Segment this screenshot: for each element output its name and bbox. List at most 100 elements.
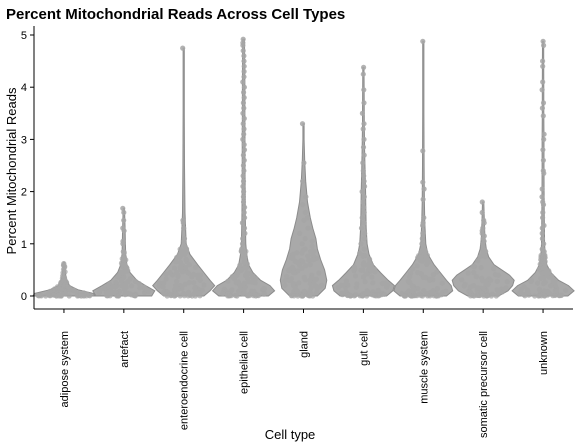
data-point bbox=[484, 293, 490, 299]
data-point bbox=[118, 269, 124, 276]
data-point bbox=[361, 100, 367, 106]
y-tick-label: 3 bbox=[21, 134, 27, 146]
data-point bbox=[410, 266, 416, 272]
data-point bbox=[63, 290, 69, 296]
data-point bbox=[240, 110, 246, 116]
data-point bbox=[414, 263, 420, 269]
data-point bbox=[240, 48, 246, 54]
data-point bbox=[51, 292, 57, 298]
data-point bbox=[236, 288, 242, 294]
data-point bbox=[362, 230, 368, 236]
data-point bbox=[475, 285, 481, 291]
data-point bbox=[480, 251, 486, 257]
data-point bbox=[191, 280, 197, 286]
x-tick-label: enteroendocrine cell bbox=[179, 331, 191, 430]
data-point bbox=[300, 259, 306, 265]
data-point bbox=[189, 293, 195, 299]
data-point bbox=[341, 282, 347, 288]
x-axis: adipose system artefact enteroendocrine ce… bbox=[34, 308, 573, 438]
data-point bbox=[105, 283, 111, 289]
data-point bbox=[430, 288, 436, 294]
data-point bbox=[421, 215, 427, 221]
x-tick-label: gut cell bbox=[358, 331, 370, 366]
data-point bbox=[358, 225, 365, 231]
data-point bbox=[250, 273, 256, 279]
data-point bbox=[237, 262, 243, 268]
data-point bbox=[540, 79, 546, 85]
data-point bbox=[299, 121, 306, 127]
data-point bbox=[475, 258, 481, 264]
data-point bbox=[369, 274, 375, 280]
data-point bbox=[291, 281, 297, 287]
x-tick-label: somatic precursor cell bbox=[478, 331, 490, 438]
data-point bbox=[420, 230, 426, 236]
data-point bbox=[241, 157, 247, 163]
data-point bbox=[120, 249, 126, 255]
data-point bbox=[339, 290, 345, 296]
data-point bbox=[241, 147, 248, 153]
data-point bbox=[406, 279, 412, 285]
data-point bbox=[552, 282, 558, 288]
data-point bbox=[427, 276, 433, 282]
violins-layer bbox=[32, 36, 575, 299]
data-point bbox=[189, 274, 195, 280]
data-point bbox=[370, 280, 376, 286]
data-point bbox=[164, 293, 170, 299]
data-point bbox=[241, 53, 247, 59]
data-point bbox=[239, 241, 246, 247]
data-point bbox=[361, 152, 367, 158]
data-point bbox=[240, 173, 246, 179]
data-point bbox=[240, 194, 246, 200]
data-point bbox=[290, 269, 297, 276]
data-point bbox=[302, 236, 308, 242]
data-point bbox=[192, 264, 199, 270]
data-point bbox=[104, 293, 110, 299]
data-point bbox=[180, 45, 186, 51]
data-point bbox=[299, 293, 306, 299]
data-point bbox=[359, 215, 365, 221]
data-point bbox=[538, 275, 544, 281]
data-point bbox=[301, 160, 307, 166]
data-point bbox=[540, 58, 546, 64]
data-point bbox=[353, 292, 359, 298]
data-point bbox=[549, 273, 555, 279]
data-point bbox=[540, 215, 546, 221]
data-point bbox=[563, 287, 569, 293]
data-point bbox=[419, 236, 425, 242]
data-point bbox=[241, 131, 247, 137]
data-point bbox=[61, 278, 67, 284]
data-point bbox=[180, 220, 186, 226]
data-point bbox=[305, 225, 311, 231]
x-tick-label: muscle system bbox=[418, 331, 430, 404]
data-point bbox=[137, 285, 143, 291]
data-point bbox=[420, 148, 426, 154]
data-point bbox=[146, 288, 152, 294]
data-point bbox=[361, 121, 367, 127]
data-point bbox=[361, 178, 367, 184]
data-point bbox=[175, 272, 181, 278]
data-point bbox=[532, 293, 538, 299]
data-point bbox=[241, 259, 247, 265]
data-point bbox=[171, 265, 177, 271]
violin-group bbox=[152, 45, 216, 299]
data-point bbox=[362, 279, 368, 285]
data-point bbox=[540, 202, 547, 208]
data-point bbox=[361, 64, 367, 70]
data-point bbox=[478, 290, 484, 296]
data-point bbox=[61, 261, 67, 267]
data-point bbox=[362, 183, 368, 189]
data-point bbox=[240, 100, 246, 106]
data-point bbox=[470, 263, 476, 269]
data-point bbox=[354, 281, 360, 287]
violin-group bbox=[393, 38, 454, 299]
data-point bbox=[178, 267, 184, 273]
data-point bbox=[241, 95, 247, 101]
data-point bbox=[185, 291, 191, 297]
data-point bbox=[311, 256, 317, 263]
data-point bbox=[128, 283, 135, 289]
data-point bbox=[185, 270, 191, 276]
data-point bbox=[308, 290, 314, 296]
data-point bbox=[343, 278, 349, 284]
data-point bbox=[409, 293, 415, 299]
data-point bbox=[361, 236, 368, 242]
